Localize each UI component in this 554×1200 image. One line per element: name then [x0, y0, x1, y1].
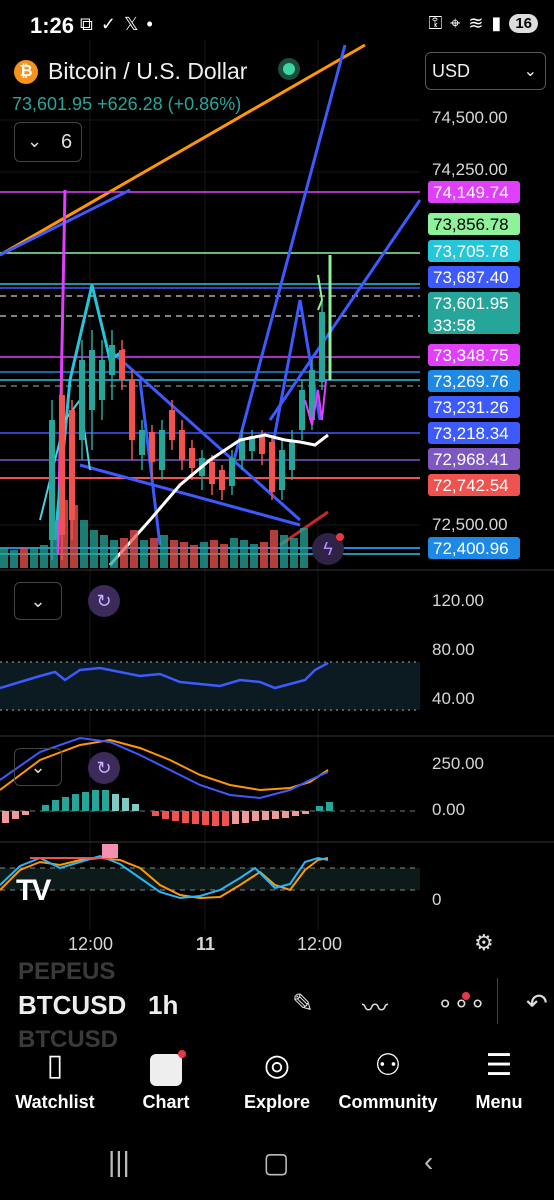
x-logo-icon: 𝕏: [123, 14, 139, 34]
chevron-down-icon: ⌄: [30, 591, 46, 611]
price-tag: 73,856.78: [428, 213, 520, 235]
lightning-icon[interactable]: ϟ: [312, 533, 344, 565]
refresh-icon[interactable]: ↻: [88, 752, 120, 784]
notification-dot: [462, 992, 470, 1000]
price-tag: 73,705.78: [428, 240, 520, 262]
drawing-tools-icon[interactable]: 〰: [362, 993, 389, 1023]
chevron-down-icon: ⌄: [30, 757, 46, 777]
nav-chart[interactable]: Chart: [111, 1046, 221, 1113]
notification-dot: [178, 1050, 186, 1058]
nav-explore[interactable]: ◎ Explore: [222, 1046, 332, 1113]
status-bar: 1:26 ⧉ ✓ 𝕏 • ⚿ ⌖ ≋ ▮ 16: [0, 0, 554, 48]
currency-select[interactable]: USD ⌄: [425, 52, 546, 90]
nav-community[interactable]: ⚇ Community: [333, 1046, 443, 1113]
bottom-navigation: ▯ Watchlist Chart ◎ Explore ⚇ Community …: [0, 1046, 554, 1130]
ghost-symbol-above: PEPEUS: [18, 958, 116, 985]
status-left-icons: ⧉ ✓ 𝕏 •: [80, 14, 153, 35]
rsi-collapse-button[interactable]: ⌄: [14, 582, 62, 620]
currency-value: USD: [432, 61, 471, 81]
wifi-icon: ≋: [468, 13, 484, 33]
rsi-axis-label: 120.00: [432, 591, 484, 610]
price-axis-label: 74,250.00: [432, 160, 508, 179]
price-tag: 72,742.54: [428, 474, 520, 496]
price-tag: 74,149.74: [428, 181, 520, 203]
dot-icon: •: [146, 14, 153, 34]
pencil-icon[interactable]: ✎: [292, 988, 314, 1018]
macd-axis-label: 250.00: [432, 754, 484, 773]
status-time: 1:26: [30, 13, 75, 38]
tradingview-logo-icon: TV: [16, 874, 51, 907]
price-summary: 73,601.95 +626.28 (+0.86%): [12, 94, 241, 115]
nav-label: Watchlist: [15, 1092, 95, 1112]
bitcoin-logo-icon: ₿: [14, 60, 38, 84]
price-axis-label: 74,500.00: [432, 108, 508, 127]
check-badge-icon: ✓: [100, 14, 116, 34]
time-axis-label: 11: [196, 934, 216, 954]
rsi-axis-label: 40.00: [432, 689, 475, 708]
toolbar-divider: [497, 978, 498, 1024]
time-axis-label: 12:00: [297, 934, 343, 954]
rsi-axis-label: 80.00: [432, 640, 475, 659]
nav-menu[interactable]: ☰ Menu: [444, 1046, 554, 1113]
price-tag: 73,348.75: [428, 344, 520, 366]
price-axis-label: 72,500.00: [432, 515, 508, 534]
macd-axis-label: 0.00: [432, 800, 466, 819]
price-tag: 72,400.96: [428, 537, 520, 559]
last-price-tag: 73,601.95 33:58: [428, 292, 520, 335]
chart-settings-icon[interactable]: ⚙: [474, 930, 494, 955]
menu-icon: ☰: [485, 1049, 513, 1082]
signal-icon: ▮: [491, 13, 502, 33]
price-tag: 73,231.26: [428, 396, 520, 418]
interval-selector[interactable]: 1h: [148, 990, 179, 1020]
nav-label: Menu: [475, 1092, 523, 1112]
pair-title[interactable]: Bitcoin / U.S. Dollar: [48, 58, 248, 84]
last-price: 73,601.95: [12, 94, 93, 114]
nav-label: Explore: [243, 1092, 311, 1112]
price-tag: 72,968.41: [428, 448, 520, 470]
nav-label: Community: [338, 1092, 438, 1112]
market-status-icon[interactable]: [278, 58, 300, 80]
location-icon: ⌖: [450, 13, 461, 33]
chart-canvas[interactable]: [0, 40, 554, 980]
ghost-symbol-below: BTCUSD: [18, 1026, 118, 1053]
key-icon: ⚿: [428, 13, 443, 33]
back-icon[interactable]: ‹: [424, 1146, 434, 1177]
price-tag: 73,269.76: [428, 370, 520, 392]
refresh-icon[interactable]: ↻: [88, 585, 120, 617]
compass-icon: ◎: [263, 1049, 291, 1082]
indicators-toggle-button[interactable]: ⌄ 6: [14, 122, 82, 162]
time-axis-label: 12:00: [68, 934, 114, 954]
stoch-axis-label: 0: [432, 890, 442, 909]
battery-badge: 16: [509, 14, 538, 33]
macd-collapse-button[interactable]: ⌄: [14, 748, 62, 786]
people-icon: ⚇: [374, 1049, 402, 1082]
undo-icon[interactable]: ↶: [526, 988, 548, 1018]
last-price-tag-value: 73,601.95: [433, 294, 509, 313]
price-tag: 73,218.34: [428, 422, 520, 444]
bar-countdown: 33:58: [433, 316, 476, 335]
indicator-count: 6: [61, 131, 73, 153]
screen-record-icon: ⧉: [80, 14, 93, 34]
bookmark-icon: ▯: [46, 1049, 64, 1082]
system-navigation: ||| ▢ ‹: [0, 1140, 554, 1190]
nav-watchlist[interactable]: ▯ Watchlist: [0, 1046, 110, 1113]
more-options-icon[interactable]: ∘∘∘: [437, 988, 486, 1018]
chart-icon: [111, 1046, 221, 1086]
symbol-selector[interactable]: BTCUSD: [18, 990, 127, 1020]
recent-apps-icon[interactable]: |||: [108, 1146, 130, 1177]
nav-label: Chart: [142, 1092, 190, 1112]
status-right-icons: ⚿ ⌖ ≋ ▮ 16: [428, 13, 538, 34]
chevron-down-icon: ⌄: [27, 131, 43, 151]
home-icon[interactable]: ▢: [263, 1147, 290, 1178]
price-change: +626.28 (+0.86%): [97, 94, 242, 114]
notification-dot: [336, 533, 344, 541]
price-tag: 73,687.40: [428, 266, 520, 288]
chevron-down-icon: ⌄: [523, 63, 537, 80]
